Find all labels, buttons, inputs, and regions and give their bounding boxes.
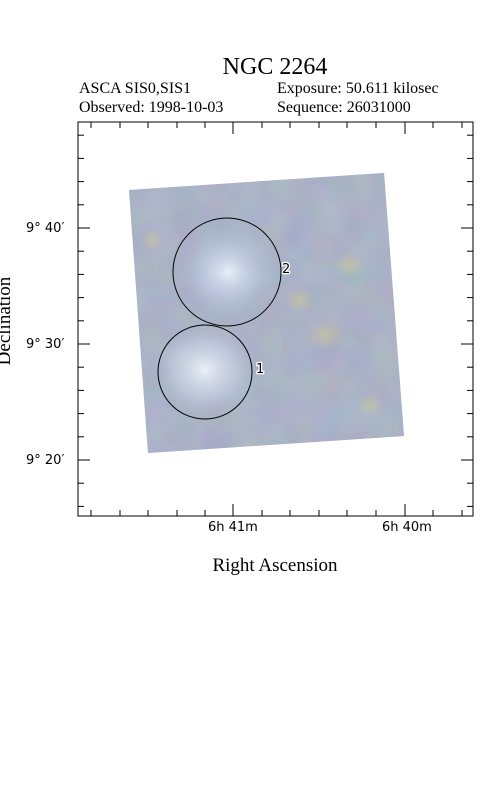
observed-date-label: Observed: 1998-10-03 bbox=[79, 99, 224, 116]
sequence-label: Sequence: 26031000 bbox=[277, 99, 411, 116]
source-label: 2 bbox=[282, 262, 290, 277]
x-tick-label: 6h 40m bbox=[382, 520, 432, 535]
source-region-circle bbox=[172, 217, 282, 327]
y-tick-label: 9° 40′ bbox=[26, 221, 65, 236]
xray-image bbox=[129, 173, 404, 453]
x-axis-label: Right Ascension bbox=[212, 555, 338, 576]
y-axis-label: Declination bbox=[0, 276, 15, 366]
axis-ticks bbox=[78, 122, 473, 516]
x-tick-label: 6h 41m bbox=[208, 520, 258, 535]
y-tick-label: 9° 30′ bbox=[26, 337, 65, 352]
source-label: 1 bbox=[256, 362, 264, 377]
plot-frame bbox=[77, 121, 474, 517]
y-tick-label: 9° 20′ bbox=[26, 453, 65, 468]
exposure-label: Exposure: 50.611 kilosec bbox=[277, 80, 439, 97]
instrument-label: ASCA SIS0,SIS1 bbox=[79, 80, 192, 97]
source-region-circle bbox=[157, 324, 253, 420]
plot-title: NGC 2264 bbox=[222, 54, 328, 80]
